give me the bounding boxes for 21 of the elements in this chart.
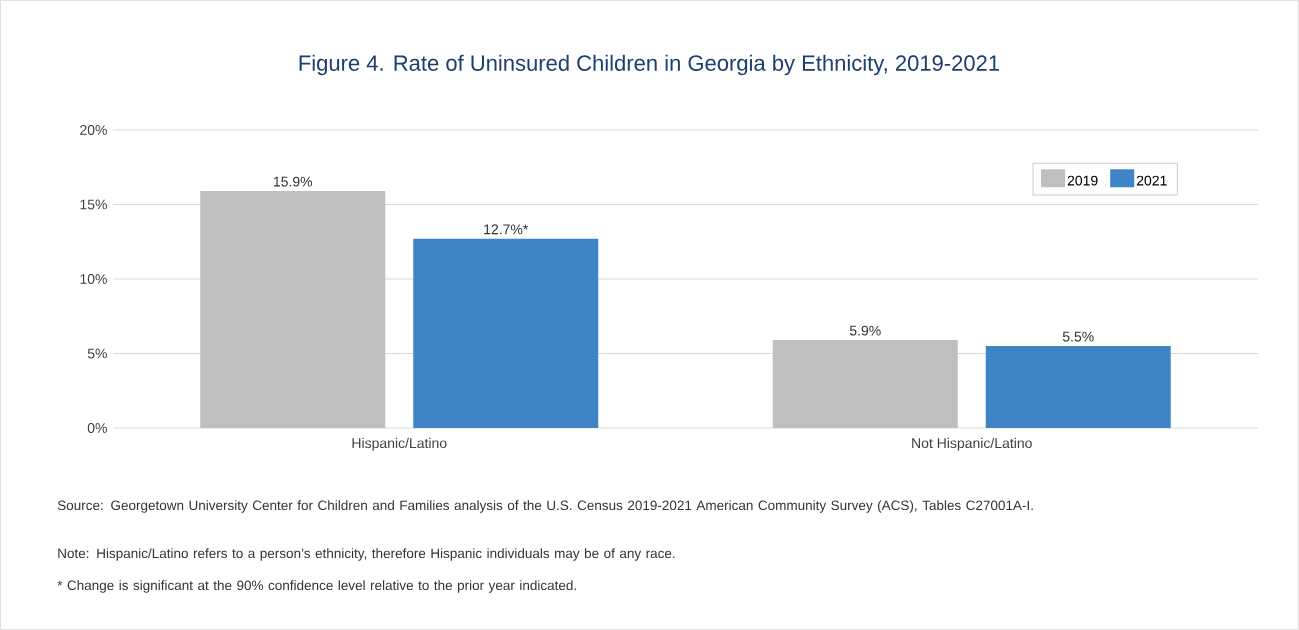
text: * Change is significant at the 90% confidence level relative to the prior year indicated. bbox=[57, 580, 576, 593]
y-tick-label: 5% bbox=[87, 348, 107, 359]
y-tick-label: 10% bbox=[80, 274, 107, 284]
text: Note: Hispanic/Latino refers to a person’s ethnicity, therefore Hispanic individuals may be of any race. bbox=[58, 548, 675, 561]
data-label: 5.9% bbox=[849, 325, 881, 336]
bar bbox=[200, 191, 386, 428]
legend-label: 2019 bbox=[1067, 175, 1098, 186]
data-label: 12.7%* bbox=[484, 224, 529, 235]
y-tick-label: 15% bbox=[80, 199, 107, 210]
y-tick-label: 0% bbox=[87, 423, 107, 433]
bar bbox=[413, 238, 599, 428]
source-note: Source: Georgetown University Center for Children and Families analysis of the U.S. Census 2019-2021 American Community Survey (ACS), Tables C27001A-I. bbox=[57, 500, 1033, 513]
data-label: 5.5% bbox=[1062, 331, 1094, 342]
bar bbox=[985, 346, 1171, 428]
bar bbox=[772, 340, 958, 428]
legend-label: 2021 bbox=[1136, 175, 1167, 186]
y-tick-label: 20% bbox=[80, 125, 107, 135]
x-tick-label: Not Hispanic/Latino bbox=[912, 437, 1032, 451]
chart-title: Figure 4. Rate of Uninsured Children in Georgia by Ethnicity, 2019-2021 bbox=[299, 54, 999, 76]
data-label: 15.9% bbox=[273, 176, 313, 187]
x-tick-label: Hispanic/Latino bbox=[352, 437, 447, 451]
